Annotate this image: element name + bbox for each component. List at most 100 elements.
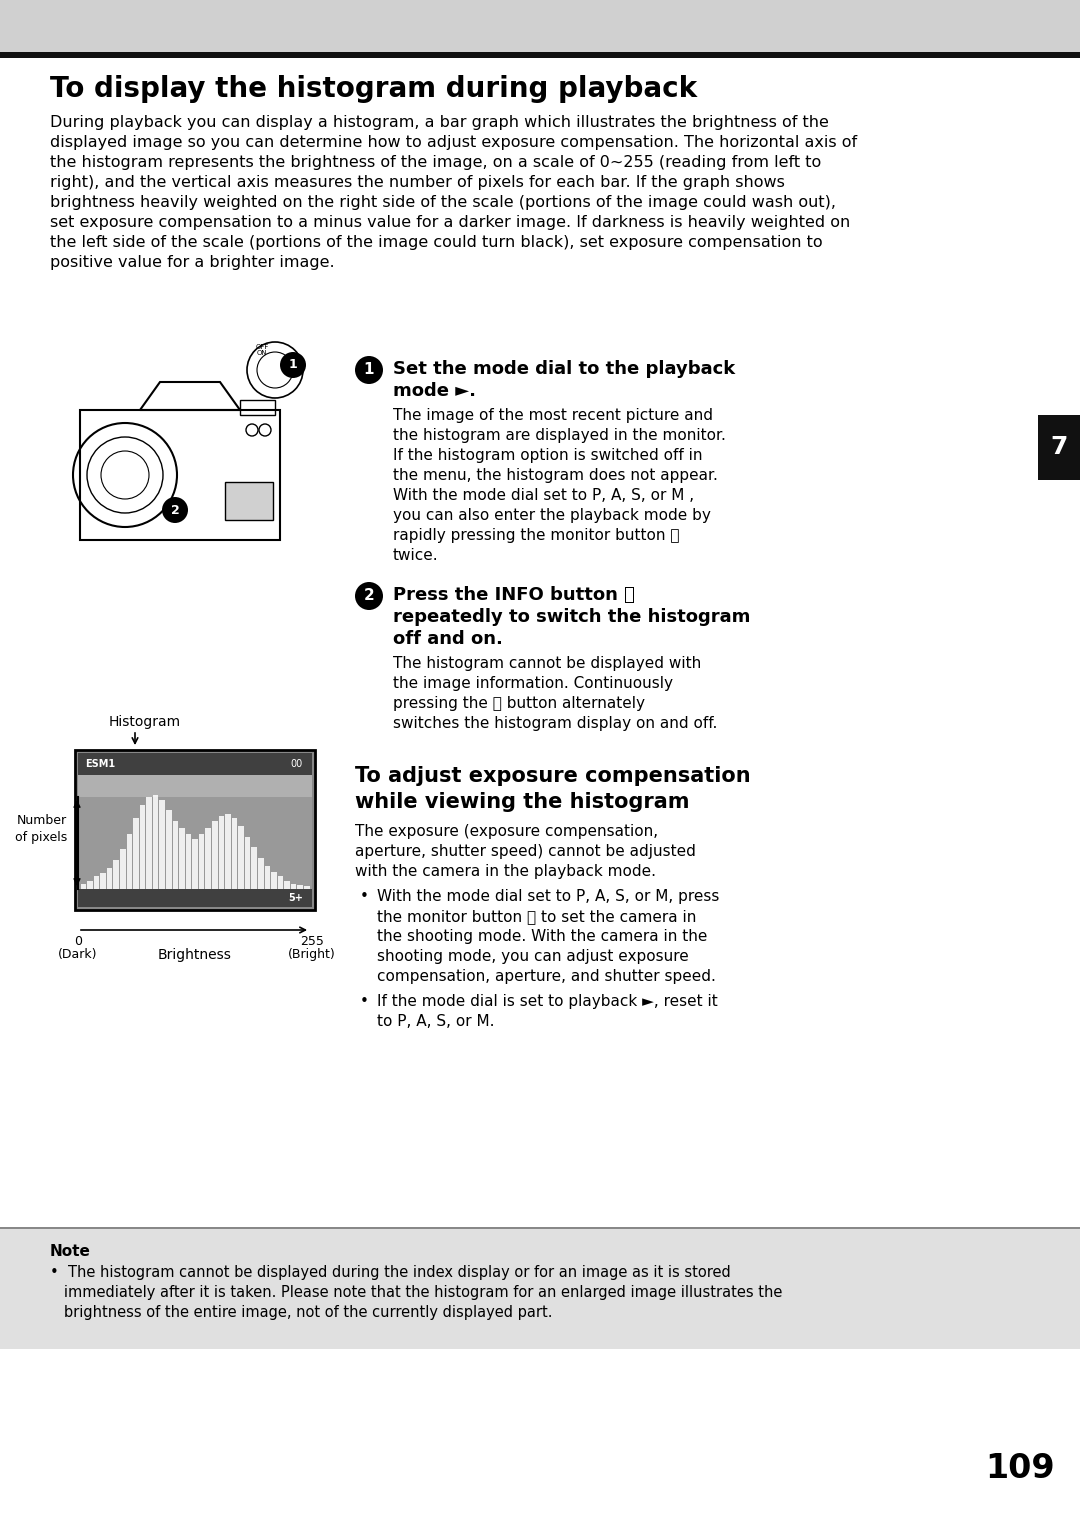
Bar bbox=[139, 806, 145, 888]
Text: 1: 1 bbox=[288, 358, 297, 372]
Text: 7: 7 bbox=[1051, 436, 1068, 460]
Bar bbox=[100, 873, 106, 888]
Text: the monitor button Ⓞ to set the camera in: the monitor button Ⓞ to set the camera i… bbox=[377, 910, 697, 924]
Text: of pixels: of pixels bbox=[15, 832, 67, 844]
Text: To display the histogram during playback: To display the histogram during playback bbox=[50, 75, 697, 102]
Text: (Dark): (Dark) bbox=[58, 948, 98, 962]
Circle shape bbox=[355, 583, 383, 610]
Text: twice.: twice. bbox=[393, 547, 438, 563]
Text: immediately after it is taken. Please note that the histogram for an enlarged im: immediately after it is taken. Please no… bbox=[50, 1284, 782, 1300]
Bar bbox=[192, 839, 198, 888]
Bar bbox=[80, 410, 280, 540]
Text: 255: 255 bbox=[300, 936, 324, 948]
Bar bbox=[297, 885, 302, 888]
Text: If the mode dial is set to playback ►, reset it: If the mode dial is set to playback ►, r… bbox=[377, 994, 718, 1009]
Text: to P, A, S, or M.: to P, A, S, or M. bbox=[377, 1014, 495, 1029]
Text: With the mode dial set to P, A, S, or M, press: With the mode dial set to P, A, S, or M,… bbox=[377, 888, 719, 904]
Bar bbox=[291, 884, 296, 888]
Text: positive value for a brighter image.: positive value for a brighter image. bbox=[50, 255, 335, 271]
Text: 1: 1 bbox=[364, 362, 375, 378]
Text: The exposure (exposure compensation,: The exposure (exposure compensation, bbox=[355, 824, 658, 839]
Text: with the camera in the playback mode.: with the camera in the playback mode. bbox=[355, 864, 656, 879]
Bar bbox=[205, 829, 211, 888]
Text: Brightness: Brightness bbox=[158, 948, 232, 962]
Bar bbox=[160, 800, 165, 888]
Text: shooting mode, you can adjust exposure: shooting mode, you can adjust exposure bbox=[377, 950, 689, 963]
Text: To adjust exposure compensation: To adjust exposure compensation bbox=[355, 766, 751, 786]
Text: the histogram are displayed in the monitor.: the histogram are displayed in the monit… bbox=[393, 428, 726, 443]
Bar bbox=[75, 751, 315, 910]
Text: set exposure compensation to a minus value for a darker image. If darkness is he: set exposure compensation to a minus val… bbox=[50, 216, 850, 229]
Text: 2: 2 bbox=[364, 589, 375, 604]
Bar bbox=[146, 797, 152, 888]
Text: 0: 0 bbox=[75, 936, 82, 948]
Text: 5+: 5+ bbox=[288, 893, 303, 904]
Text: (Bright): (Bright) bbox=[288, 948, 336, 962]
Text: Number: Number bbox=[17, 813, 67, 827]
Text: •  The histogram cannot be displayed during the index display or for an image as: • The histogram cannot be displayed duri… bbox=[50, 1264, 731, 1280]
Text: Press the INFO button Ⓝ: Press the INFO button Ⓝ bbox=[393, 586, 635, 604]
Text: while viewing the histogram: while viewing the histogram bbox=[355, 792, 689, 812]
Bar bbox=[120, 849, 125, 888]
Text: •: • bbox=[360, 994, 369, 1009]
Text: brightness heavily weighted on the right side of the scale (portions of the imag: brightness heavily weighted on the right… bbox=[50, 196, 836, 209]
Bar bbox=[303, 885, 310, 888]
Text: the menu, the histogram does not appear.: the menu, the histogram does not appear. bbox=[393, 468, 718, 483]
Bar bbox=[78, 888, 312, 907]
Text: 109: 109 bbox=[985, 1453, 1055, 1486]
Bar bbox=[0, 0, 1080, 52]
Text: off and on.: off and on. bbox=[393, 630, 503, 648]
Bar bbox=[0, 1229, 1080, 1349]
Text: you can also enter the playback mode by: you can also enter the playback mode by bbox=[393, 508, 711, 523]
Bar bbox=[218, 815, 224, 888]
Bar bbox=[94, 876, 99, 888]
Bar bbox=[179, 829, 185, 888]
Text: Set the mode dial to the playback: Set the mode dial to the playback bbox=[393, 359, 735, 378]
Bar bbox=[245, 836, 251, 888]
Bar bbox=[258, 858, 264, 888]
Text: compensation, aperture, and shutter speed.: compensation, aperture, and shutter spee… bbox=[377, 969, 716, 985]
Bar bbox=[113, 859, 119, 888]
Text: OFF: OFF bbox=[255, 344, 269, 350]
Text: brightness of the entire image, not of the currently displayed part.: brightness of the entire image, not of t… bbox=[50, 1304, 553, 1320]
Text: The histogram cannot be displayed with: The histogram cannot be displayed with bbox=[393, 656, 701, 671]
Bar bbox=[212, 821, 217, 888]
Text: switches the histogram display on and off.: switches the histogram display on and of… bbox=[393, 716, 717, 731]
Bar bbox=[81, 884, 86, 888]
Bar bbox=[78, 775, 312, 797]
Bar bbox=[107, 868, 112, 888]
Circle shape bbox=[162, 497, 188, 523]
Text: With the mode dial set to P, A, S, or M ,: With the mode dial set to P, A, S, or M … bbox=[393, 488, 694, 503]
Text: repeatedly to switch the histogram: repeatedly to switch the histogram bbox=[393, 609, 751, 625]
Bar bbox=[225, 813, 231, 888]
Bar bbox=[199, 835, 204, 888]
Bar bbox=[278, 876, 283, 888]
Text: If the histogram option is switched off in: If the histogram option is switched off … bbox=[393, 448, 702, 463]
Text: the left side of the scale (portions of the image could turn black), set exposur: the left side of the scale (portions of … bbox=[50, 235, 823, 251]
Bar bbox=[152, 795, 159, 888]
Text: right), and the vertical axis measures the number of pixels for each bar. If the: right), and the vertical axis measures t… bbox=[50, 174, 785, 190]
Text: aperture, shutter speed) cannot be adjusted: aperture, shutter speed) cannot be adjus… bbox=[355, 844, 696, 859]
Bar bbox=[166, 810, 172, 888]
Bar bbox=[252, 847, 257, 888]
Bar bbox=[78, 778, 312, 888]
Text: The image of the most recent picture and: The image of the most recent picture and bbox=[393, 408, 713, 424]
Bar bbox=[78, 752, 312, 775]
Bar bbox=[239, 826, 244, 888]
Text: pressing the Ⓝ button alternately: pressing the Ⓝ button alternately bbox=[393, 696, 645, 711]
Text: displayed image so you can determine how to adjust exposure compensation. The ho: displayed image so you can determine how… bbox=[50, 135, 858, 150]
Bar bbox=[133, 818, 138, 888]
Bar bbox=[0, 52, 1080, 58]
Circle shape bbox=[355, 356, 383, 384]
Text: ON: ON bbox=[257, 350, 268, 356]
Bar bbox=[284, 881, 289, 888]
Text: rapidly pressing the monitor button Ⓞ: rapidly pressing the monitor button Ⓞ bbox=[393, 528, 679, 543]
Text: the histogram represents the brightness of the image, on a scale of 0~255 (readi: the histogram represents the brightness … bbox=[50, 154, 821, 170]
Text: During playback you can display a histogram, a bar graph which illustrates the b: During playback you can display a histog… bbox=[50, 115, 828, 130]
Bar bbox=[231, 818, 238, 888]
Bar bbox=[87, 881, 93, 888]
Text: 2: 2 bbox=[171, 503, 179, 517]
Text: the shooting mode. With the camera in the: the shooting mode. With the camera in th… bbox=[377, 930, 707, 943]
Text: the image information. Continuously: the image information. Continuously bbox=[393, 676, 673, 691]
Text: Histogram: Histogram bbox=[109, 716, 181, 729]
